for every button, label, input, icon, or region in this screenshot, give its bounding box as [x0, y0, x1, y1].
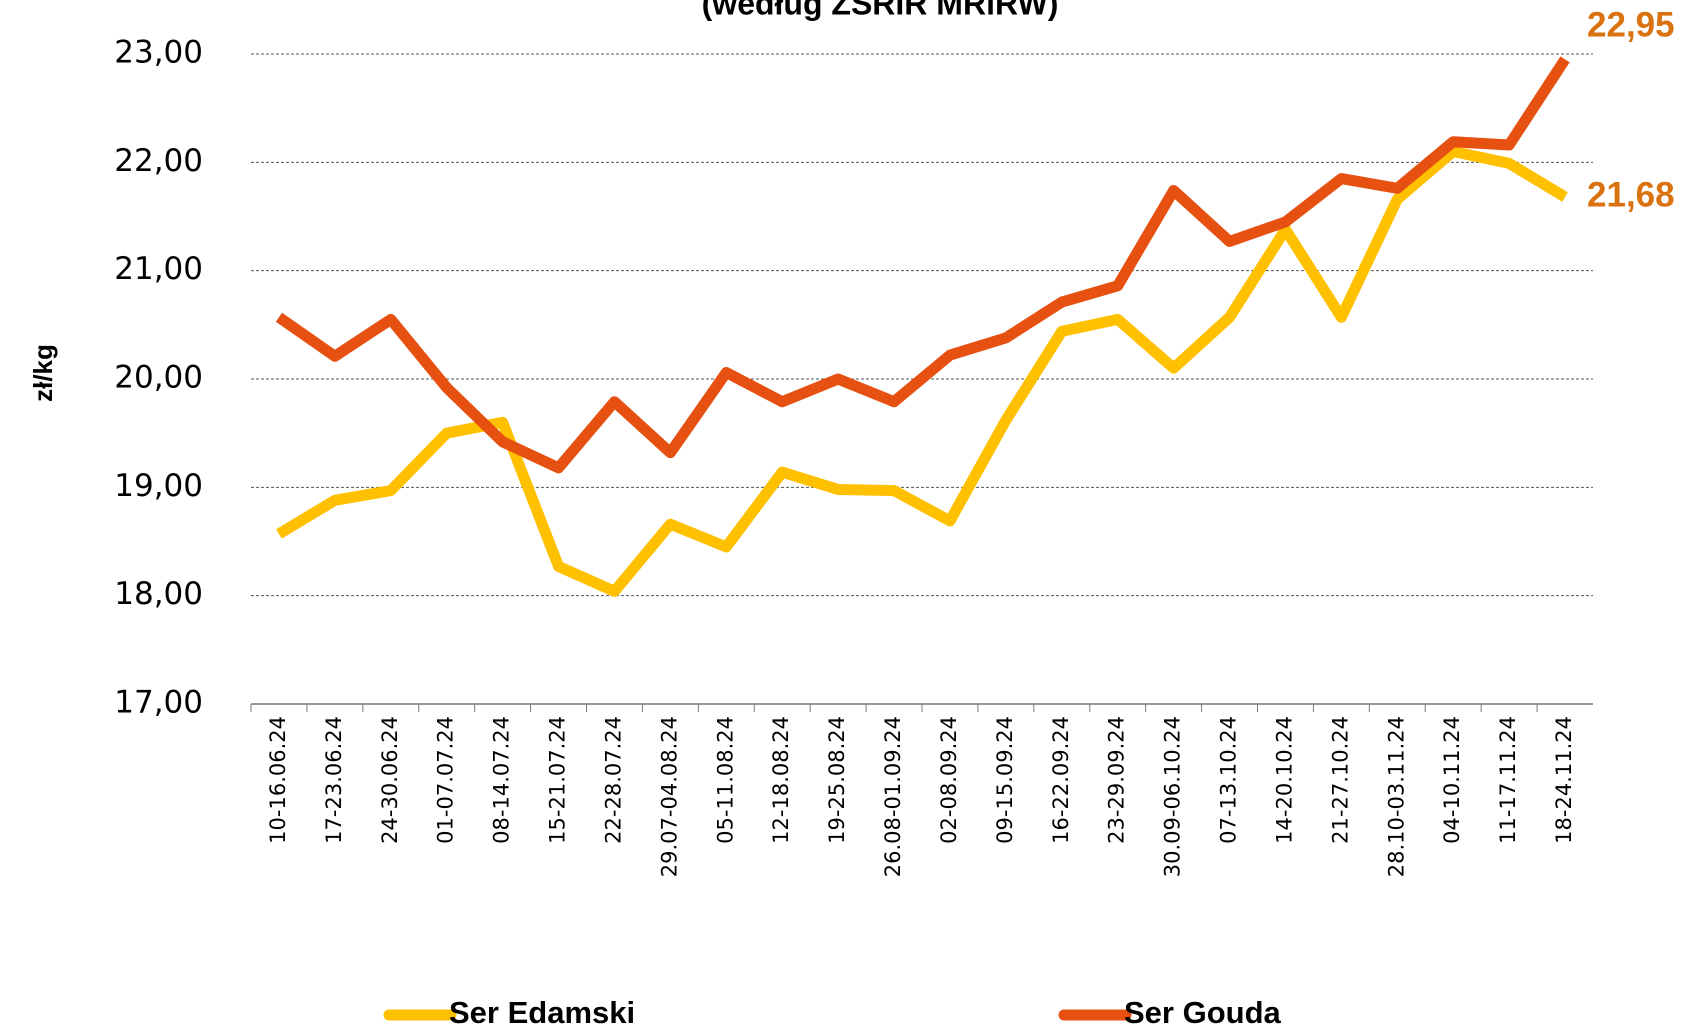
- y-tick-label: 19,00: [114, 468, 203, 504]
- y-tick-label: 21,00: [114, 251, 203, 287]
- data-label: 22,95: [1587, 6, 1675, 45]
- legend-label: Ser Gouda: [1124, 995, 1282, 1030]
- x-tick-label: 30.09-06.10.24: [1161, 716, 1185, 877]
- x-tick-label: 16-22.09.24: [1049, 716, 1073, 844]
- y-axis-label: zł/kg: [28, 344, 58, 402]
- series-line: [276, 146, 1568, 597]
- x-tick-label: 10-16.06.24: [266, 716, 290, 844]
- legend-label: Ser Edamski: [449, 995, 635, 1030]
- x-tick-label: 01-07.07.24: [434, 716, 458, 844]
- data-label: 21,68: [1587, 175, 1675, 214]
- x-tick-label: 07-13.10.24: [1217, 716, 1241, 844]
- x-tick-label: 23-29.09.24: [1105, 716, 1129, 844]
- x-tick-label: 11-17.11.24: [1496, 716, 1520, 844]
- x-tick-label: 26.08-01.09.24: [881, 716, 905, 877]
- y-tick-label: 23,00: [114, 35, 203, 71]
- x-tick-label: 28.10-03.11.24: [1384, 716, 1408, 877]
- x-tick-label: 22-28.07.24: [601, 716, 625, 844]
- series-line: [275, 56, 1570, 474]
- y-tick-label: 18,00: [114, 576, 203, 612]
- x-tick-label: 18-24.11.24: [1552, 716, 1576, 844]
- x-tick-label: 12-18.08.24: [769, 716, 793, 844]
- x-tick-label: 02-08.09.24: [937, 716, 961, 844]
- x-tick-label: 05-11.08.24: [713, 716, 737, 844]
- x-tick-label: 19-25.08.24: [825, 716, 849, 844]
- x-tick-label: 04-10.11.24: [1440, 716, 1464, 844]
- y-tick-label: 17,00: [114, 685, 203, 721]
- x-tick-label: 24-30.06.24: [378, 716, 402, 844]
- x-tick-label: 14-20.10.24: [1272, 716, 1296, 844]
- y-tick-label: 22,00: [114, 143, 203, 179]
- y-tick-label: 20,00: [114, 360, 203, 396]
- x-tick-label: 17-23.06.24: [322, 716, 346, 844]
- x-tick-label: 15-21.07.24: [546, 716, 570, 844]
- x-tick-label: 08-14.07.24: [490, 716, 514, 844]
- x-tick-label: 29.07-04.08.24: [657, 716, 681, 877]
- x-tick-label: 21-27.10.24: [1328, 716, 1352, 844]
- chart-title: (według ZSRIR MRiRW): [702, 0, 1059, 21]
- x-tick-label: 09-15.09.24: [993, 716, 1017, 844]
